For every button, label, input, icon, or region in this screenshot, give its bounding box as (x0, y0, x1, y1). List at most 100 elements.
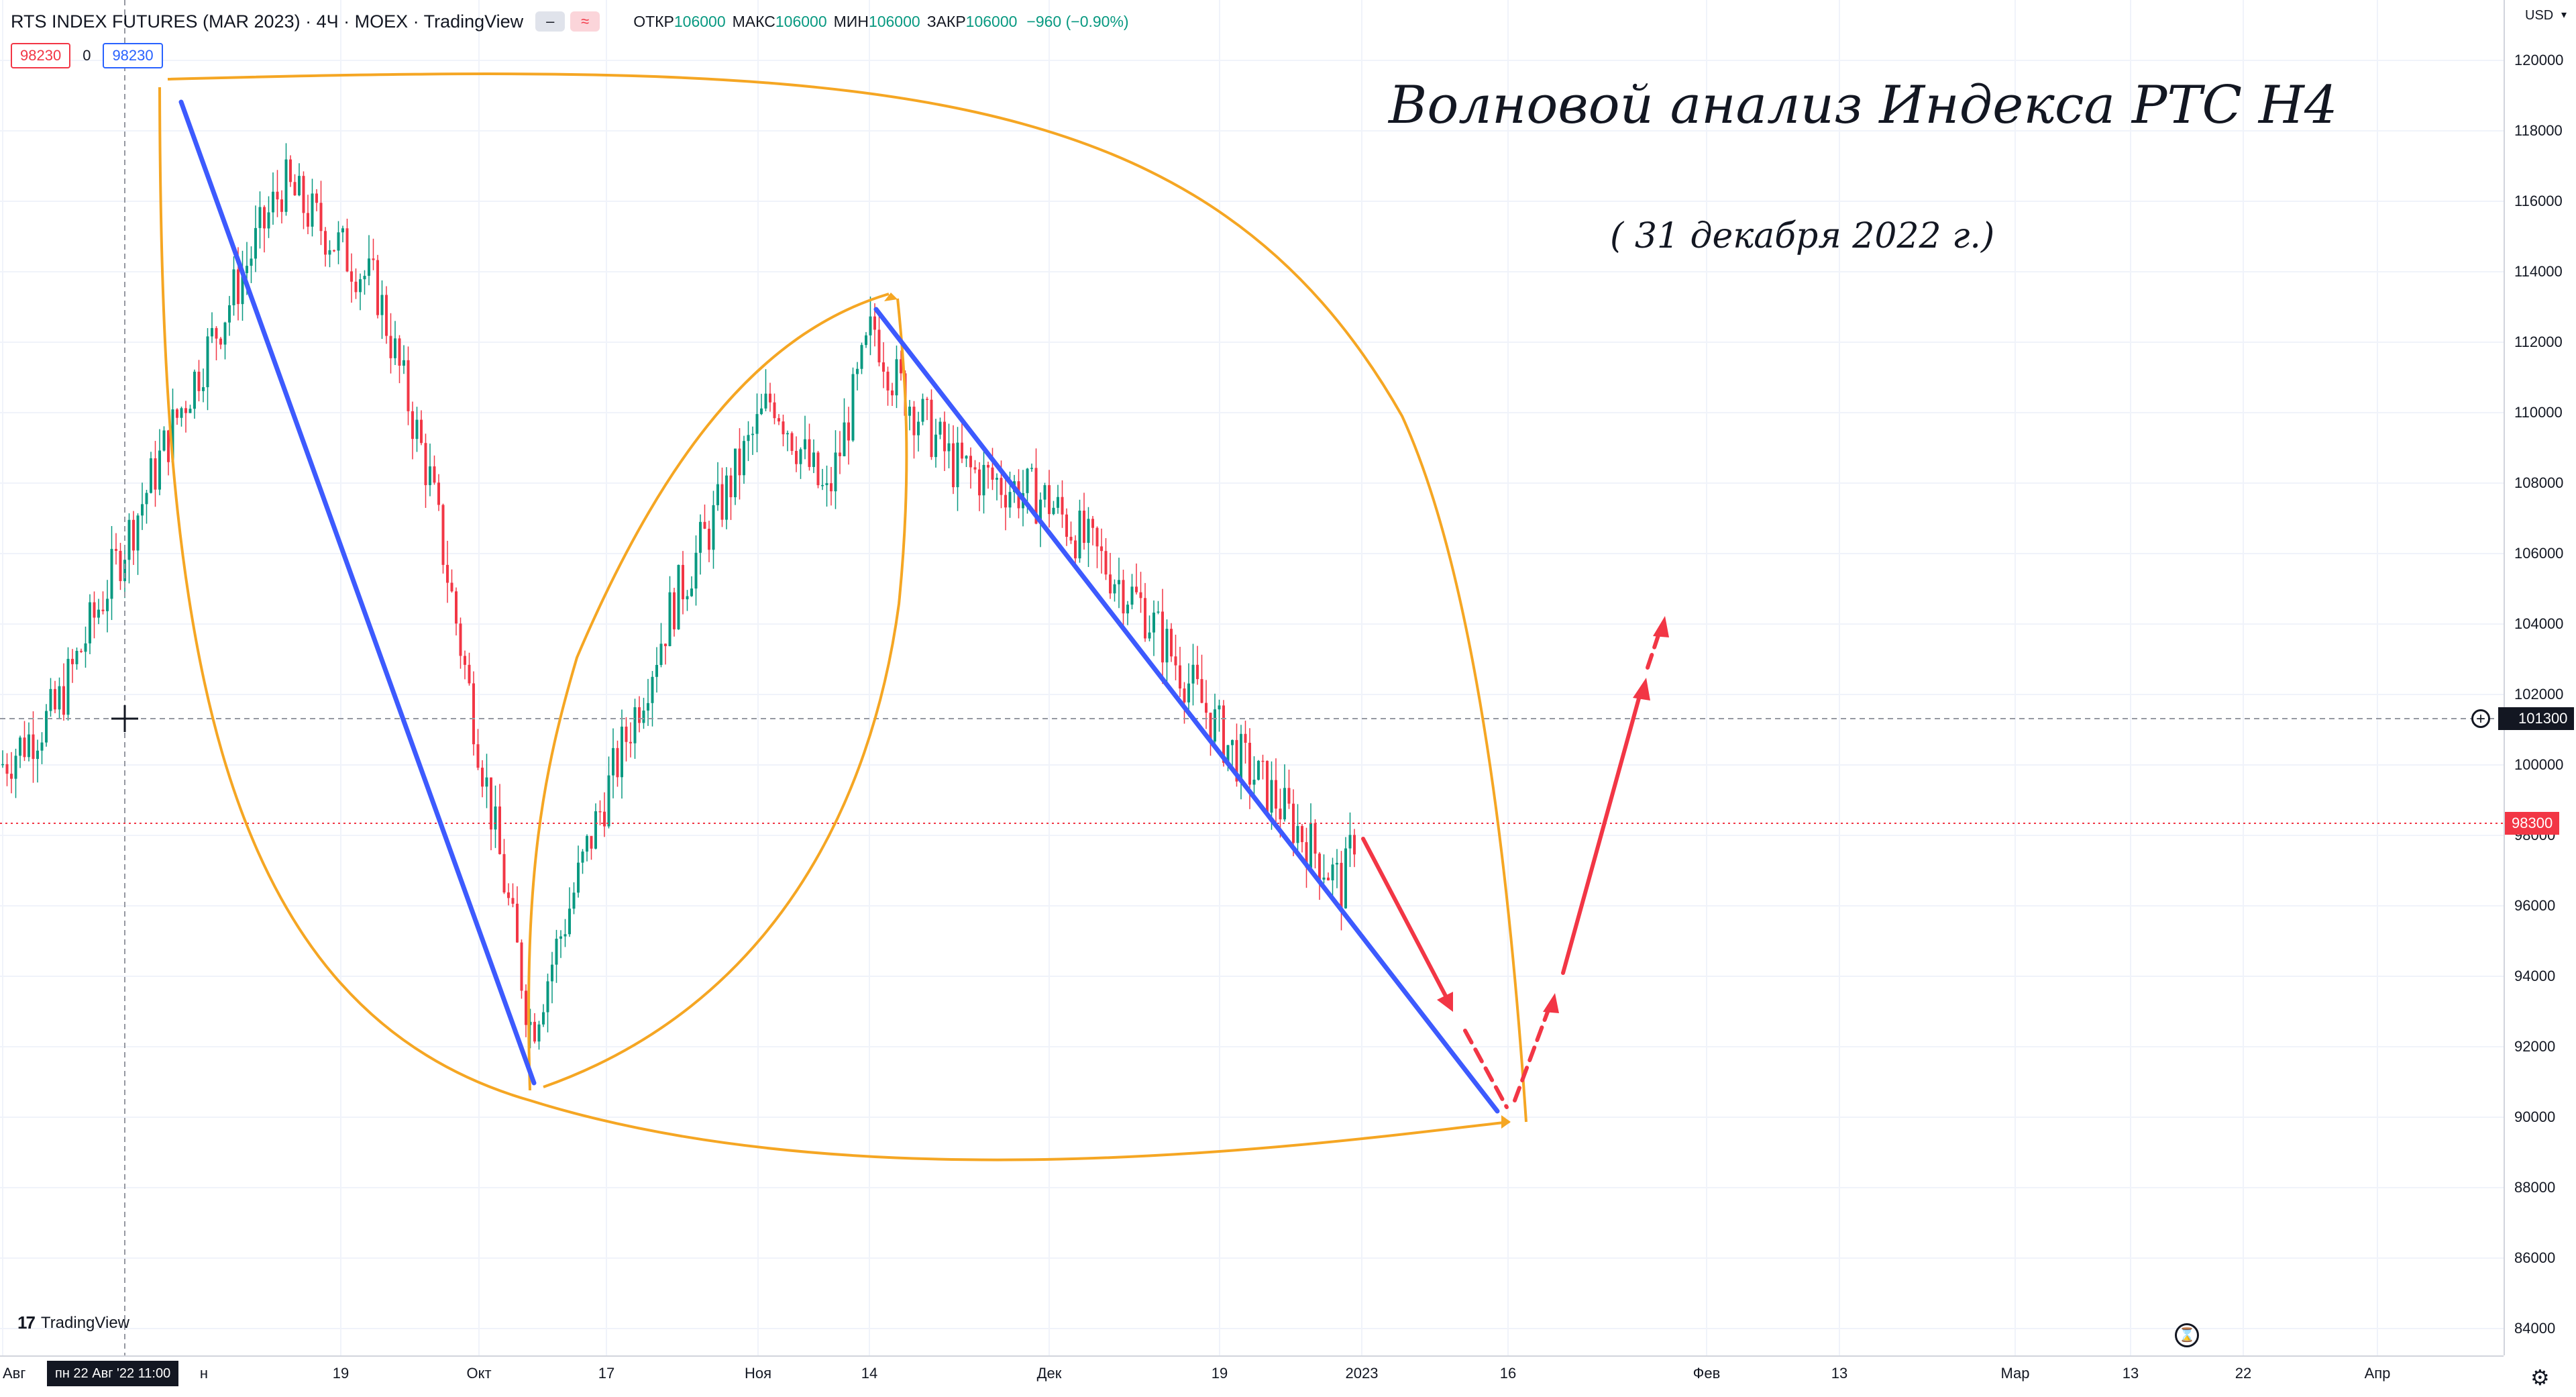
candle-body (319, 203, 323, 231)
candle-body (1309, 823, 1312, 868)
candle-body (1048, 485, 1051, 515)
candle-body (372, 258, 375, 260)
candle-body (110, 549, 113, 599)
candle-body (315, 193, 318, 203)
gear-icon[interactable]: ⚙ (2530, 1365, 2550, 1390)
wave-blue-lines (178, 99, 1500, 1114)
candle-body (1109, 574, 1112, 594)
chart-area[interactable]: RTS INDEX FUTURES (MAR 2023) · 4Ч · MOEX… (0, 0, 2504, 1355)
candle-body (1148, 632, 1151, 639)
candle-body (1340, 862, 1343, 909)
collapse-button[interactable]: ‒ (535, 11, 566, 32)
candle-body (830, 483, 833, 492)
candle-body (293, 182, 297, 196)
candle-body (912, 407, 916, 435)
candle-body (1118, 580, 1120, 584)
time-scale[interactable]: Авг 19 Окт 17 Ноя 14 Дек 19 2023 16 Фев 13 Мар 13 22 Ап… (0, 1355, 2504, 1397)
ohlc-open-value: 106000 (674, 12, 726, 30)
ohlc-close-value: 106000 (965, 12, 1018, 30)
candle-body (459, 623, 462, 656)
candle-body (1152, 612, 1155, 633)
annotation-title[interactable]: Волновой анализ Индекса РТС Н4 (1389, 75, 2338, 136)
candle-body (402, 360, 405, 366)
candle-body (996, 478, 998, 480)
time-tick: Фев (1693, 1365, 1721, 1382)
candle-body (455, 591, 458, 624)
candle-body (1170, 629, 1173, 657)
orange-left-loop (527, 293, 890, 1091)
price-tick: 114000 (2514, 263, 2563, 280)
candle-body (141, 504, 144, 516)
price-tick: 102000 (2514, 686, 2564, 703)
candle-body (437, 482, 440, 505)
plus-circle-icon[interactable]: + (2471, 709, 2490, 728)
price-tick: 94000 (2514, 968, 2556, 984)
projection-arrows (1361, 616, 1669, 1109)
candle-body (254, 227, 257, 259)
chart-canvas[interactable] (0, 0, 2504, 1355)
candle-body (1187, 683, 1190, 703)
candle-body (1283, 788, 1286, 820)
candle-body (490, 777, 492, 830)
candle-body (1004, 495, 1007, 508)
candle-body (307, 213, 309, 227)
compare-button[interactable]: ≈ (570, 11, 600, 32)
candle-body (1191, 664, 1195, 684)
candle-body (464, 656, 466, 665)
candle-body (14, 756, 17, 779)
candle-body (1065, 514, 1068, 537)
candle-body (886, 371, 890, 391)
candle-body (136, 515, 140, 551)
candle-body (564, 934, 567, 937)
candle-body (211, 327, 213, 337)
candle-body (777, 418, 780, 422)
candle-body (167, 430, 170, 462)
candle-body (520, 942, 523, 991)
hourglass-icon[interactable]: ⌛ (2175, 1323, 2199, 1347)
symbol-title[interactable]: RTS INDEX FUTURES (MAR 2023) · 4Ч · MOEX… (11, 11, 524, 32)
candle-body (1226, 745, 1230, 763)
candle-body (716, 484, 719, 505)
candle-body (882, 362, 885, 372)
price-change: −960 (−0.90%) (1026, 12, 1129, 30)
candle-body (1318, 853, 1321, 880)
candle-body (987, 464, 989, 468)
candle-body (795, 451, 798, 464)
candle-body (250, 258, 253, 266)
candle-body (594, 811, 597, 849)
candle-body (263, 207, 266, 229)
candle-body (1257, 760, 1260, 780)
candle-body (1095, 527, 1099, 547)
candle-body (982, 464, 985, 496)
candle-body (603, 811, 606, 827)
candle-body (908, 407, 911, 416)
candle-body (625, 726, 628, 742)
chevron-down-icon[interactable]: ▾ (2561, 9, 2567, 21)
candle-body (1348, 835, 1352, 849)
candle-body (180, 408, 183, 418)
candle-body (498, 806, 501, 854)
candle-body (529, 1021, 532, 1025)
candle-body (127, 519, 131, 560)
candle-body (895, 359, 898, 396)
candle-body (764, 393, 767, 409)
candle-body (825, 483, 828, 485)
candle-body (808, 439, 811, 467)
candle-body (847, 422, 850, 441)
price-tick: 104000 (2514, 615, 2564, 632)
annotation-date[interactable]: ( 31 декабря 2022 г.) (1610, 216, 1995, 256)
candle-body (978, 469, 981, 496)
tradingview-logo[interactable]: 17 TradingView (17, 1312, 129, 1333)
candle-body (89, 602, 91, 643)
candle-body (1074, 540, 1077, 559)
currency-label[interactable]: USD (2525, 8, 2554, 23)
candle-body (581, 851, 584, 863)
candle-body (1205, 703, 1208, 713)
price-scale[interactable]: USD ▾ 120000 118000 116000 114000 112000 1100… (2471, 0, 2576, 1355)
candle-body (816, 452, 820, 486)
candle-body (407, 360, 410, 411)
candle-body (1222, 705, 1225, 763)
candle-body (1266, 760, 1269, 813)
price-tick: 88000 (2514, 1179, 2556, 1196)
candle-body (1104, 551, 1108, 575)
